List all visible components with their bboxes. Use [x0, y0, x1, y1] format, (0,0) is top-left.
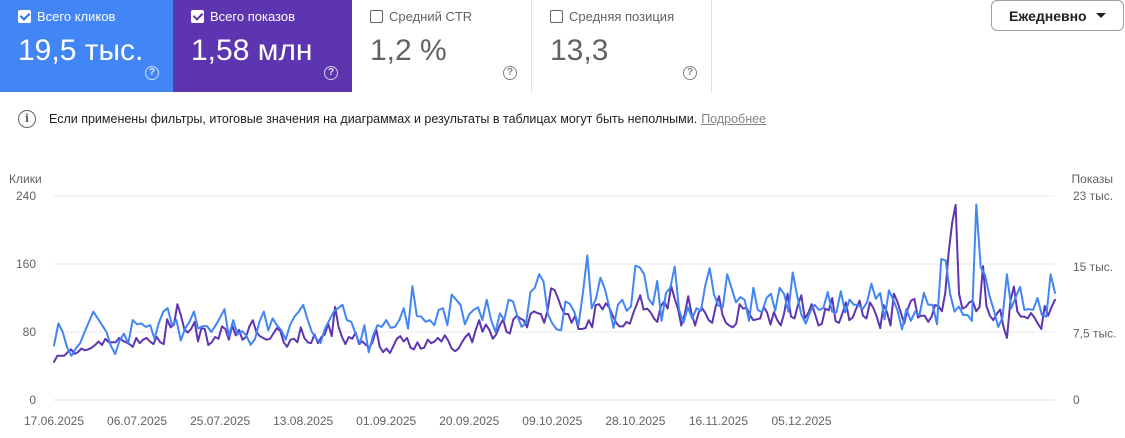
- metric-label: Средний CTR: [389, 8, 473, 24]
- caret-down-icon: [1096, 13, 1106, 18]
- x-tick-label: 28.10.2025: [605, 414, 665, 428]
- metric-label: Всего кликов: [37, 8, 116, 24]
- metric-label: Всего показов: [210, 8, 295, 24]
- left-tick-label: 160: [16, 257, 36, 271]
- checkbox-unchecked-icon[interactable]: [370, 9, 383, 23]
- right-axis-title: Показы: [1072, 172, 1113, 186]
- granularity-dropdown[interactable]: Ежедневно: [991, 0, 1124, 31]
- metric-card-total-impressions[interactable]: Всего показов 1,58 млн ?: [173, 0, 352, 92]
- metric-value: 1,58 млн: [191, 34, 313, 67]
- right-tick-label: 7,5 тыс.: [1073, 326, 1116, 340]
- metric-card-total-clicks[interactable]: Всего кликов 19,5 тыс. ?: [0, 0, 173, 92]
- metric-label: Средняя позиция: [569, 8, 675, 24]
- x-tick-label: 17.06.2025: [24, 414, 84, 428]
- x-tick-label: 09.10.2025: [522, 414, 582, 428]
- x-tick-label: 16.11.2025: [689, 414, 748, 428]
- metric-value: 19,5 тыс.: [18, 34, 144, 67]
- left-tick-label: 80: [23, 325, 37, 339]
- clicks-line: [53, 203, 1056, 357]
- granularity-label: Ежедневно: [1009, 7, 1087, 24]
- left-tick-label: 240: [16, 189, 36, 203]
- checkbox-checked-icon[interactable]: [18, 9, 31, 23]
- metric-value: 13,3: [550, 34, 609, 67]
- checkbox-checked-icon[interactable]: [191, 9, 204, 23]
- left-axis: 0 80 160 240: [16, 189, 36, 407]
- x-tick-label: 13.08.2025: [273, 414, 333, 428]
- chart-grid: [54, 195, 1055, 401]
- x-tick-label: 05.12.2025: [771, 414, 831, 428]
- metric-card-average-position[interactable]: Средняя позиция 13,3 ?: [532, 0, 712, 92]
- left-tick-label: 0: [29, 393, 36, 407]
- right-axis: 0 7,5 тыс. 15 тыс. 23 тыс.: [1073, 189, 1116, 407]
- metric-cards: Всего кликов 19,5 тыс. ? Всего показов 1…: [0, 0, 712, 92]
- notice-text: Если применены фильтры, итоговые значени…: [49, 112, 698, 126]
- impressions-line: [53, 203, 1056, 363]
- right-tick-label: 0: [1073, 393, 1080, 407]
- x-tick-label: 25.07.2025: [190, 414, 250, 428]
- left-axis-title: Клики: [9, 172, 42, 186]
- info-icon: i: [18, 110, 36, 128]
- help-icon[interactable]: ?: [145, 66, 159, 80]
- right-tick-label: 15 тыс.: [1073, 260, 1113, 274]
- learn-more-link[interactable]: Подробнее: [701, 112, 767, 126]
- metric-card-average-ctr[interactable]: Средний CTR 1,2 % ?: [352, 0, 532, 92]
- help-icon[interactable]: ?: [503, 66, 517, 80]
- checkbox-unchecked-icon[interactable]: [550, 9, 563, 23]
- x-tick-label: 06.07.2025: [107, 414, 167, 428]
- help-icon[interactable]: ?: [683, 66, 697, 80]
- filter-notice: i Если применены фильтры, итоговые значе…: [18, 110, 766, 128]
- x-tick-label: 20.09.2025: [439, 414, 499, 428]
- help-icon[interactable]: ?: [324, 66, 338, 80]
- chart-series: [53, 203, 1056, 363]
- metric-value: 1,2 %: [370, 34, 447, 67]
- x-axis: 17.06.2025 06.07.2025 25.07.2025 13.08.2025…: [24, 414, 832, 428]
- performance-chart: Клики Показы 0 80 160 240 0 7,5 тыс. 15 тыс. 2…: [9, 172, 1116, 428]
- right-tick-label: 23 тыс.: [1073, 189, 1113, 203]
- x-tick-label: 01.09.2025: [356, 414, 416, 428]
